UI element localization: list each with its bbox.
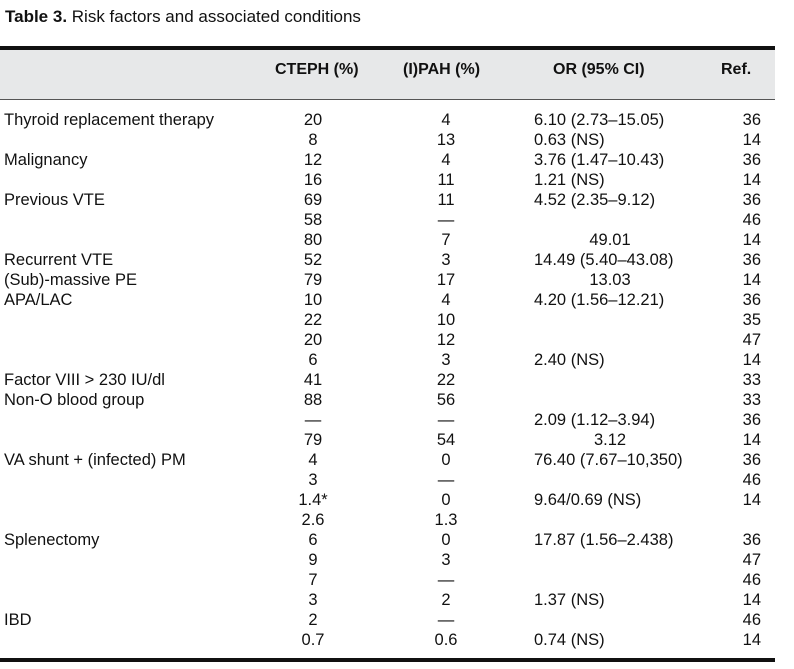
header-cteph: CTEPH (%) xyxy=(275,61,359,78)
table-row: 3—46 xyxy=(308,471,761,489)
cell-condition: Malignancy xyxy=(4,151,88,169)
table-row: VA shunt + (infected) PM 4 0 76.40 (7.67–10… xyxy=(4,451,761,469)
cell-condition: IBD xyxy=(4,611,32,629)
cell-ref: 14 xyxy=(742,171,761,189)
cell-condition: Recurrent VTE xyxy=(4,251,114,269)
cell-condition: Previous VTE xyxy=(4,191,105,209)
table-header-band xyxy=(0,50,775,99)
cell-condition: Splenectomy xyxy=(4,531,100,549)
table-row: 20 12 47 xyxy=(303,331,761,349)
table-row: 8 13 0.63 (NS) 14 xyxy=(308,131,761,149)
cell-ref: 14 xyxy=(742,631,761,649)
table-row: Factor VIII > 230 IU/dl 41 22 33 xyxy=(4,371,761,389)
header-ref: Ref. xyxy=(721,61,752,78)
cell-or: 4.20 (1.56–12.21) xyxy=(534,291,665,309)
table-header-rule xyxy=(0,99,775,100)
cell-or: 0.63 (NS) xyxy=(534,131,605,149)
cell-condition: (Sub)-massive PE xyxy=(4,271,137,289)
table-row: Non-O blood group 88 56 33 xyxy=(4,391,761,409)
cell-ref: 14 xyxy=(742,231,761,249)
table-row: Previous VTE 69 11 4.52 (2.35–9.12) 36 xyxy=(4,191,761,209)
table-row: 22 10 35 xyxy=(303,311,761,329)
cell-or: 4.52 (2.35–9.12) xyxy=(534,191,656,209)
cell-or: 3.76 (1.47–10.43) xyxy=(534,151,665,169)
table-caption-text: Risk factors and associated conditions xyxy=(71,7,361,26)
cell-or: 9.64/0.69 (NS) xyxy=(534,491,642,509)
table-body: Thyroid replacement therapy 20 4 6.10 (2.73… xyxy=(0,110,775,650)
table-row: Recurrent VTE 52 3 14.49 (5.40–43.08) 36 xyxy=(4,251,761,269)
table-row: (Sub)-massive PE 79 17 13.03 14 xyxy=(4,271,761,289)
header-or: OR (95% CI) xyxy=(553,61,645,78)
cell-or: 0.74 (NS) xyxy=(534,631,605,649)
table-row: 0.7 0.6 0.74 (NS) 14 xyxy=(301,631,761,649)
cell-ref: 33 xyxy=(742,371,761,389)
cell-ref: 14 xyxy=(742,591,761,609)
cell-ref: 36 xyxy=(742,251,761,269)
cell-ref: 14 xyxy=(742,351,761,369)
cell-condition: VA shunt + (infected) PM xyxy=(4,451,186,469)
cell-or: 14.49 (5.40–43.08) xyxy=(534,251,674,269)
cell-ref: 46 xyxy=(742,611,761,629)
table-bottom-rule xyxy=(0,658,775,662)
cell-ref: 47 xyxy=(742,331,761,349)
cell-ref: 14 xyxy=(742,491,761,509)
table-row: 80 7 49.01 14 xyxy=(303,231,761,249)
cell-ref: 46 xyxy=(742,211,761,229)
cell-ref: 14 xyxy=(742,271,761,289)
cell-ref: 36 xyxy=(742,411,761,429)
table-row: 7—46 xyxy=(308,571,761,589)
table-row: 1.4* 0 9.64/0.69 (NS) 14 xyxy=(298,491,761,509)
cell-ref: 46 xyxy=(742,471,761,489)
table-row: 79 54 3.12 14 xyxy=(303,431,761,449)
table-row: Malignancy 12 4 3.76 (1.47–10.43) 36 xyxy=(4,151,761,169)
cell-ref: 36 xyxy=(742,531,761,549)
cell-ref: 46 xyxy=(742,571,761,589)
cell-ref: 36 xyxy=(742,451,761,469)
table-top-rule xyxy=(0,46,775,50)
cell-ref: 14 xyxy=(742,431,761,449)
cell-ref: 14 xyxy=(742,131,761,149)
table-row: 2.6 1.3 xyxy=(301,511,458,529)
cell-or: 1.21 (NS) xyxy=(534,171,605,189)
table-caption-label: Table 3. xyxy=(5,7,68,26)
table-caption: Table 3. Risk factors and associated con… xyxy=(5,7,361,27)
table-row: 9 3 47 xyxy=(308,551,761,569)
table-row: Splenectomy 6 0 17.87 (1.56–2.438) 36 xyxy=(4,531,761,549)
table-row: Thyroid replacement therapy 20 4 6.10 (2.73… xyxy=(4,111,761,129)
cell-condition: Thyroid replacement therapy xyxy=(4,111,215,129)
cell-ref: 36 xyxy=(742,111,761,129)
header-ipah: (I)PAH (%) xyxy=(403,61,481,78)
cell-or: 6.10 (2.73–15.05) xyxy=(534,111,665,129)
cell-ref: 36 xyxy=(742,291,761,309)
table-row: APA/LAC 10 4 4.20 (1.56–12.21) 36 xyxy=(4,291,761,309)
cell-ref: 36 xyxy=(742,151,761,169)
table-row: 58—46 xyxy=(303,211,761,229)
table-row: IBD 2—46 xyxy=(4,611,761,629)
cell-condition: Non-O blood group xyxy=(4,391,145,409)
cell-or: 17.87 (1.56–2.438) xyxy=(534,531,674,549)
table-row: 3 2 1.37 (NS) 14 xyxy=(308,591,761,609)
table-row: — —2.09 (1.12–3.94) 36 xyxy=(304,411,761,429)
cell-ref: 36 xyxy=(742,191,761,209)
cell-condition: Factor VIII > 230 IU/dl xyxy=(4,371,165,389)
table-row: 16 11 1.21 (NS) 14 xyxy=(303,171,761,189)
cell-ref: 35 xyxy=(742,311,761,329)
cell-ref: 47 xyxy=(742,551,761,569)
cell-or: 1.37 (NS) xyxy=(534,591,605,609)
cell-or: 76.40 (7.67–10,350) xyxy=(534,451,683,469)
cell-ref: 33 xyxy=(742,391,761,409)
table-row: 6 3 2.40 (NS) 14 xyxy=(308,351,761,369)
cell-condition: APA/LAC xyxy=(4,291,73,309)
cell-or: 2.09 (1.12–3.94) xyxy=(534,411,656,429)
cell-or: 2.40 (NS) xyxy=(534,351,605,369)
